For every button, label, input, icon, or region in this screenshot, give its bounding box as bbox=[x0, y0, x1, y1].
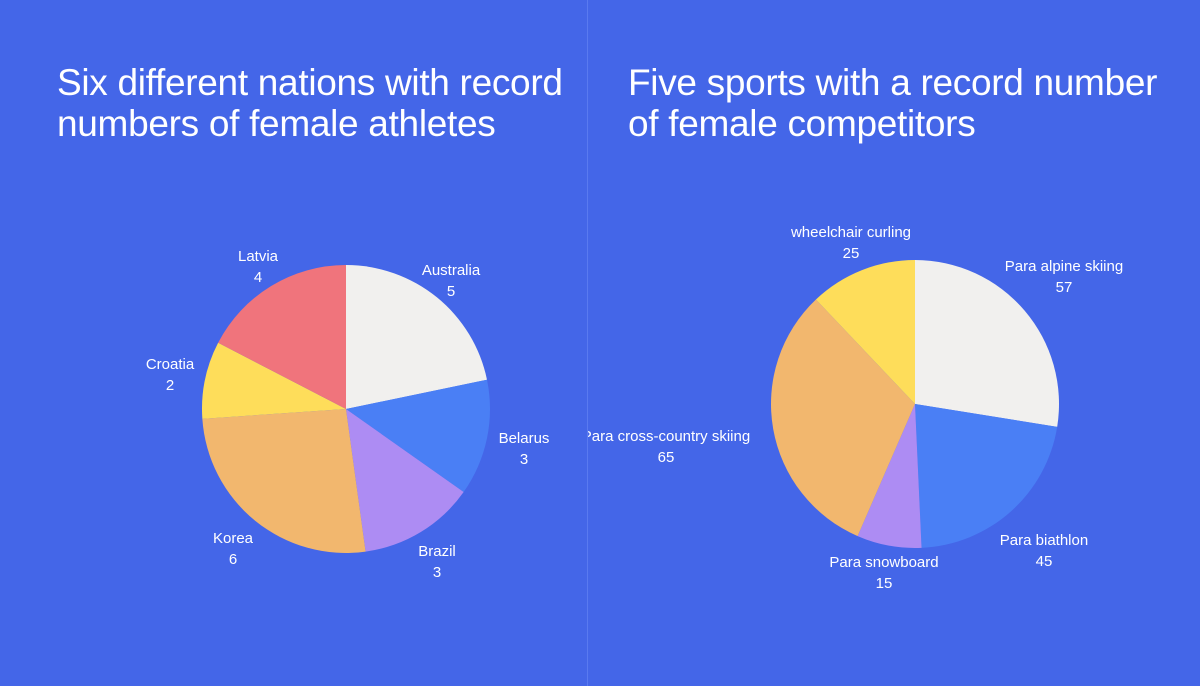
slice-label-para-biathlon: Para biathlon bbox=[1000, 532, 1088, 549]
pie-slice-wheelchair-curling bbox=[815, 260, 915, 404]
slice-label-croatia: Croatia bbox=[146, 356, 195, 373]
slice-label-para-cross-country-skiing: Para cross-country skiing bbox=[588, 428, 750, 445]
pie-slice-latvia bbox=[218, 265, 346, 409]
slice-label-para-alpine-skiing: Para alpine skiing bbox=[1005, 258, 1123, 275]
sports-panel: Five sports with a record number of fema… bbox=[587, 0, 1200, 686]
nations-panel: Six different nations with record number… bbox=[57, 62, 563, 581]
sports-chart-title: Five sports with a record number of fema… bbox=[628, 62, 1158, 144]
slice-label-brazil: Brazil bbox=[418, 543, 456, 560]
pie-slice-para-alpine-skiing bbox=[915, 260, 1060, 427]
slice-value-brazil: 3 bbox=[433, 564, 441, 581]
slice-label-para-snowboard: Para snowboard bbox=[829, 554, 938, 571]
slice-value-para-cross-country-skiing: 65 bbox=[658, 449, 675, 466]
slice-label-korea: Korea bbox=[213, 530, 254, 547]
slice-value-para-biathlon: 45 bbox=[1036, 553, 1053, 570]
pie-slice-brazil bbox=[346, 409, 464, 552]
slice-value-croatia: 2 bbox=[166, 377, 174, 394]
slice-value-korea: 6 bbox=[229, 551, 237, 568]
slice-value-belarus: 3 bbox=[520, 451, 528, 468]
slice-label-wheelchair-curling: wheelchair curling bbox=[790, 224, 911, 241]
pie-slice-australia bbox=[346, 265, 487, 409]
nations-pie-chart: Australia 5 Belarus 3 Brazil 3 Korea 6 Croatia 2 L… bbox=[146, 248, 550, 581]
pie-slice-para-biathlon bbox=[915, 404, 1058, 548]
slice-value-para-snowboard: 15 bbox=[876, 575, 893, 592]
nations-chart-title: Six different nations with record number… bbox=[57, 62, 563, 144]
pie-slice-belarus bbox=[346, 379, 491, 493]
slice-label-latvia: Latvia bbox=[238, 248, 279, 265]
pie-slice-croatia bbox=[202, 342, 346, 419]
slice-label-belarus: Belarus bbox=[499, 430, 550, 447]
pie-slice-para-cross-country-skiing bbox=[771, 299, 915, 537]
slice-value-latvia: 4 bbox=[254, 269, 262, 286]
pie-slice-korea bbox=[202, 409, 366, 554]
slice-value-wheelchair-curling: 25 bbox=[843, 245, 860, 262]
slice-value-para-alpine-skiing: 57 bbox=[1056, 279, 1073, 296]
sports-pie-chart: Para alpine skiing 57 Para biathlon 45 Para … bbox=[588, 224, 1123, 592]
slice-label-australia: Australia bbox=[422, 262, 481, 279]
slice-value-australia: 5 bbox=[447, 283, 455, 300]
pie-slice-para-snowboard bbox=[857, 404, 922, 548]
